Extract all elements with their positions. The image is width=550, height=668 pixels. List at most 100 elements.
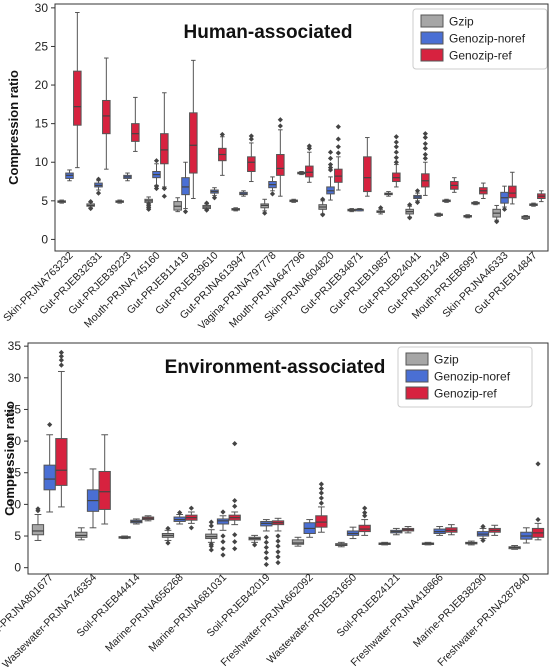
legend-swatch (420, 31, 444, 45)
flier-point (262, 210, 268, 216)
flier-point (393, 139, 399, 145)
flier-point (275, 560, 281, 566)
legend-label: Genozip-ref (449, 49, 512, 63)
box-genozip-ref-10 (445, 524, 458, 536)
legend-swatch (405, 386, 429, 400)
y-tick-label: 25 (8, 402, 22, 416)
box-gzip-5 (173, 197, 182, 213)
flier-point (407, 202, 413, 208)
flier-point (422, 131, 428, 137)
flier-point (165, 525, 171, 532)
y-tick-label: 0 (14, 561, 21, 575)
box-genozip-noref-2 (94, 176, 103, 196)
x-tick-label: Marine-PRJNA656268 (103, 572, 186, 655)
box-genozip-noref-9 (390, 527, 403, 536)
box-genozip-noref-12 (520, 527, 533, 544)
box-genozip-ref-10 (334, 124, 343, 191)
box-genozip-noref-6 (260, 519, 273, 568)
y-tick-label: 0 (41, 232, 48, 246)
chart-panel-2: 0 5 10 15 20 25 30 35 Compression ratio Environme… (0, 339, 549, 668)
box-gzip-14 (434, 212, 443, 217)
flier-point (95, 176, 102, 182)
box-genozip-ref-5 (228, 441, 241, 552)
flier-point (58, 362, 64, 368)
plot-frame (27, 342, 549, 575)
flier-point (275, 554, 281, 560)
flier-point (220, 509, 226, 515)
box-gzip-17 (521, 214, 530, 220)
box-body (216, 518, 230, 525)
legend-label: Gzip (449, 15, 474, 29)
box-genozip-ref-2 (98, 434, 111, 525)
flier-point (327, 149, 334, 155)
box-genozip-noref-5 (181, 161, 190, 215)
box-body (98, 470, 111, 510)
flier-point (208, 547, 214, 553)
box-genozip-noref-8 (268, 176, 277, 197)
box-genozip-ref-15 (479, 182, 488, 200)
flier-point (232, 441, 238, 447)
flier-point (263, 561, 269, 568)
flier-point (146, 201, 152, 207)
box-body (508, 185, 517, 199)
box-gzip-9 (378, 541, 391, 546)
box-genozip-ref-11 (488, 524, 501, 536)
flier-point (306, 143, 312, 149)
box-body (276, 154, 285, 176)
box-gzip-16 (492, 204, 501, 225)
flier-point (188, 505, 194, 511)
legend-swatch (405, 352, 429, 366)
chart-panel-1: 0 5 10 15 20 25 30 Compression ratio Human-assoc… (1, 1, 549, 332)
legend-label: Genozip-noref (449, 32, 526, 46)
x-tick-label: Freshwater-PRJNA287840 (435, 572, 532, 668)
flier-point (232, 539, 238, 545)
box-genozip-ref-4 (160, 92, 169, 199)
box-body (102, 99, 111, 135)
flier-point (263, 539, 269, 545)
flier-point (535, 516, 541, 523)
box-genozip-ref-17 (537, 190, 546, 203)
box-genozip-noref-11 (355, 208, 364, 212)
y-tick-label: 30 (35, 1, 49, 15)
flier-point (275, 538, 281, 544)
box-genozip-noref-14 (442, 198, 451, 203)
box-genozip-noref-6 (210, 187, 219, 201)
flier-point (232, 497, 238, 504)
legend-swatch (420, 48, 444, 62)
flier-point (211, 195, 218, 201)
y-tick-label: 10 (35, 155, 49, 169)
box-genozip-noref-17 (529, 202, 538, 207)
box-genozip-noref-10 (326, 149, 335, 201)
box-gzip-2 (86, 199, 95, 212)
box-genozip-ref-3 (131, 96, 140, 152)
flier-point (204, 200, 210, 206)
box-gzip-12 (376, 205, 385, 215)
box-gzip-11 (465, 540, 478, 546)
box-body (43, 464, 56, 491)
y-tick-label: 20 (8, 434, 22, 448)
box-genozip-ref-12 (531, 461, 545, 541)
flier-point (362, 510, 368, 516)
y-axis-label: Compression ratio (2, 401, 17, 516)
box-genozip-ref-2 (102, 57, 111, 170)
box-genozip-noref-3 (130, 518, 143, 525)
flier-point (248, 133, 254, 139)
legend-swatch (405, 369, 429, 383)
flier-point (535, 461, 541, 467)
flier-point (58, 357, 64, 363)
flier-point (263, 534, 269, 540)
flier-point (177, 510, 183, 516)
box-body (131, 123, 140, 142)
flier-point (88, 205, 94, 212)
box-genozip-noref-3 (123, 172, 132, 182)
box-body (305, 165, 314, 178)
box-genozip-noref-2 (86, 468, 100, 529)
box-genozip-noref-16 (500, 185, 509, 212)
box-genozip-ref-16 (508, 171, 517, 205)
flier-point (393, 134, 399, 140)
flier-point (220, 546, 226, 552)
flier-point (161, 185, 167, 192)
y-tick-label: 15 (8, 466, 22, 480)
